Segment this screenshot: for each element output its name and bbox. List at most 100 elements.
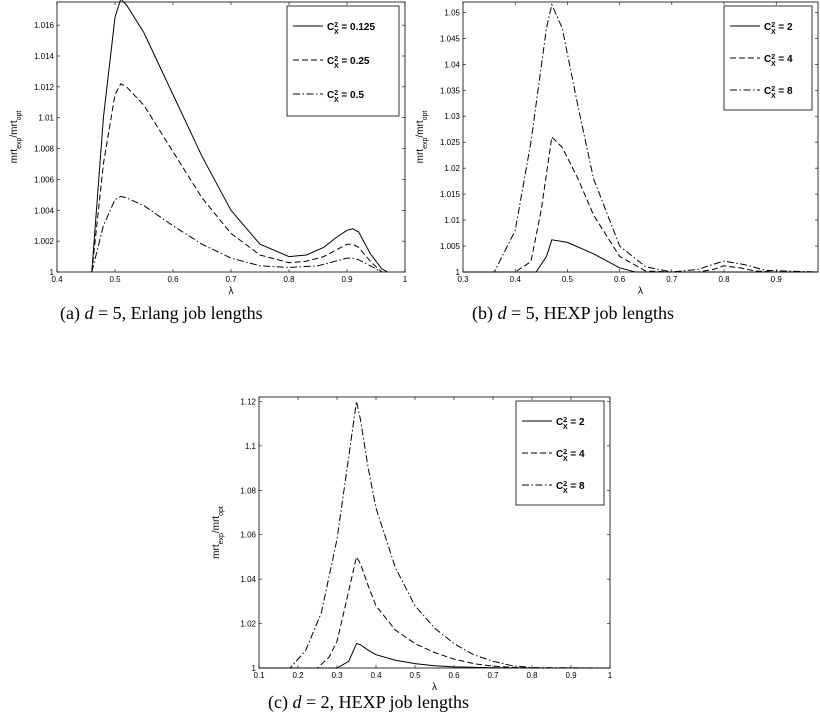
y-tick-label: 1.025 <box>440 138 461 147</box>
series-line-2 <box>259 555 610 669</box>
x-tick-label: 0.4 <box>370 671 382 680</box>
y-tick-label: 1.1 <box>245 442 257 451</box>
y-tick-label: 1 <box>252 664 257 673</box>
x-tick-label: 0.4 <box>51 275 63 284</box>
legend-label-2: C2 X = 4 <box>764 54 793 68</box>
y-tick-label: 1.045 <box>440 34 461 43</box>
y-tick-label: 1.01 <box>444 216 460 225</box>
y-tick-label: 1.02 <box>240 620 256 629</box>
legend-label-2: C2 X = 4 <box>556 449 585 463</box>
x-tick-label: 0.3 <box>331 671 343 680</box>
caption-a-text: Erlang job lengths <box>130 303 263 323</box>
legend-label-3: C2 X = 8 <box>556 481 585 495</box>
x-tick-label: 0.7 <box>487 671 499 680</box>
y-tick-label: 1.035 <box>440 86 461 95</box>
x-axis-label: λ <box>229 286 234 297</box>
x-tick-label: 0.9 <box>341 275 353 284</box>
series-line-3 <box>463 3 819 273</box>
x-tick-label: 0.6 <box>167 275 179 284</box>
x-tick-label: 0.8 <box>718 275 730 284</box>
x-tick-label: 1 <box>608 671 613 680</box>
chart-b: 0.3 0.4 0.5 0.6 0.7 0.8 0.9 1 1.005 1.01 1.015 1.02… <box>415 1 819 297</box>
caption-b: (b) d = 5, HEXP job lengths <box>472 303 674 324</box>
legend-b: C2 X = 2 C2 X = 4 C2 X = 8 <box>723 5 813 111</box>
x-axis-label: λ <box>432 682 437 693</box>
y-tick-label: 1.016 <box>34 21 55 30</box>
caption-c-var: d <box>292 692 302 712</box>
y-tick-label: 1.05 <box>444 8 460 17</box>
caption-c: (c) d = 2, HEXP job lengths <box>268 692 469 713</box>
y-tick-label: 1.014 <box>34 52 55 61</box>
y-tick-label: 1.006 <box>34 175 55 184</box>
y-tick-label: 1 <box>50 268 55 277</box>
series-line-3 <box>91 195 383 273</box>
legend-label-3: C2 X = 8 <box>764 86 793 100</box>
series-line-1 <box>463 239 818 273</box>
legend-a: C2 X = 0.125 C2 X = 0.25 C2 X = 0.5 <box>286 5 400 117</box>
y-tick-label: 1.008 <box>34 145 55 154</box>
x-tick-label: 1 <box>403 275 408 284</box>
x-tick-label: 0.8 <box>526 671 538 680</box>
x-tick-label: 0.7 <box>225 275 237 284</box>
x-tick-label: 0.5 <box>409 671 421 680</box>
y-tick-label: 1.002 <box>34 237 55 246</box>
plot-frame-c <box>258 396 611 669</box>
legend-label-1: C2 X = 2 <box>556 417 585 431</box>
x-tick-label: 0.6 <box>614 275 626 284</box>
legend-label-1: C2 X = 2 <box>764 22 793 36</box>
y-axis-label: mrtexp/mrtopt <box>211 506 225 559</box>
x-tick-label: 0.3 <box>457 275 469 284</box>
caption-c-text: HEXP job lengths <box>338 692 469 712</box>
x-tick-label: 0.4 <box>510 275 522 284</box>
caption-b-eq: = 5, <box>511 303 540 323</box>
x-tick-label: 0.1 <box>253 671 265 680</box>
x-tick-label: 0.7 <box>666 275 678 284</box>
chart-c: 0.1 0.2 0.3 0.4 0.5 0.6 0.7 0.8 0.9 1 1 1.02 1.04 1.0… <box>211 396 613 693</box>
y-tick-label: 1.08 <box>240 486 256 495</box>
series-line-2 <box>91 83 383 273</box>
y-tick-label: 1.03 <box>444 112 460 121</box>
x-tick-label: 0.9 <box>565 671 577 680</box>
y-tick-label: 1.04 <box>444 60 460 69</box>
chart-a: 0.4 0.5 0.6 0.7 0.8 0.9 1 1 1.002 1.004 1.006 1.008… <box>9 0 408 297</box>
y-tick-label: 1.012 <box>34 83 55 92</box>
x-tick-label: 0.2 <box>292 671 304 680</box>
caption-a-eq: = 5, <box>97 303 127 323</box>
legend-box <box>723 5 813 111</box>
x-tick-label: 0.8 <box>283 275 295 284</box>
series-line-3 <box>259 401 611 669</box>
y-axis-label: mrtexp/mrtopt <box>415 111 429 164</box>
caption-b-text: HEXP job lengths <box>543 303 674 323</box>
y-tick-label: 1.06 <box>240 531 256 540</box>
caption-c-label: (c) <box>268 692 288 712</box>
legend-label-1: C2 X = 0.125 <box>327 22 375 36</box>
y-axis-label: mrtexp/mrtopt <box>9 111 23 164</box>
y-tick-label: 1.04 <box>240 575 256 584</box>
x-tick-label: 0.9 <box>771 275 783 284</box>
y-tick-label: 1.005 <box>440 242 461 251</box>
y-tick-label: 1.004 <box>34 206 55 215</box>
legend-c: C2 X = 2 C2 X = 4 C2 X = 8 <box>515 400 605 506</box>
x-tick-label: 0.5 <box>109 275 121 284</box>
caption-a: (a) d = 5, Erlang job lengths <box>60 303 263 324</box>
x-axis-label: λ <box>638 286 643 297</box>
y-tick-label: 1.02 <box>444 164 460 173</box>
y-tick-label: 1.12 <box>240 397 256 406</box>
y-tick-label: 1.015 <box>440 190 461 199</box>
caption-c-eq: = 2, <box>305 692 335 712</box>
series-line-1 <box>91 0 388 273</box>
caption-b-label: (b) <box>472 303 493 323</box>
legend-label-3: C2 X = 0.5 <box>327 90 364 104</box>
x-tick-label: 0.5 <box>562 275 574 284</box>
series-line-1 <box>259 643 610 669</box>
caption-b-var: d <box>497 303 507 323</box>
caption-a-label: (a) <box>60 303 80 323</box>
caption-a-var: d <box>84 303 94 323</box>
legend-label-2: C2 X = 0.25 <box>327 56 370 70</box>
legend-box <box>515 400 605 506</box>
legend-box <box>286 5 400 117</box>
series-line-2 <box>463 135 818 273</box>
y-tick-label: 1.01 <box>38 114 54 123</box>
x-tick-label: 0.6 <box>448 671 460 680</box>
